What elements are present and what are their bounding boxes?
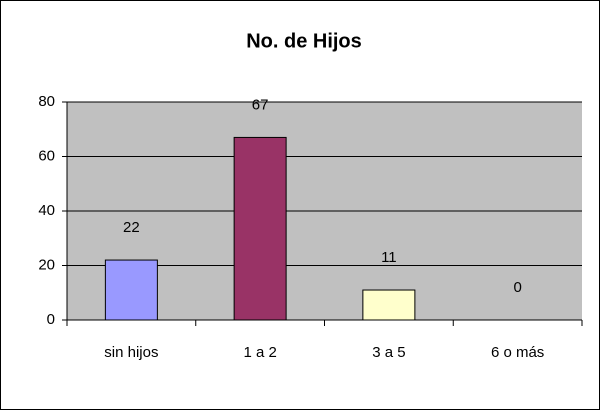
x-tick-label: 6 o más [491, 344, 544, 361]
data-label: 67 [252, 96, 269, 113]
data-label: 0 [513, 279, 521, 296]
y-tick-label: 80 [38, 93, 55, 110]
chart-title: No. de Hijos [246, 30, 362, 52]
x-tick-label: 3 a 5 [372, 344, 405, 361]
x-tick-label: 1 a 2 [243, 344, 276, 361]
bar [104, 259, 158, 321]
y-tick-label: 40 [38, 202, 55, 219]
x-tick-label: sin hijos [104, 344, 158, 361]
y-tick-label: 0 [47, 311, 55, 328]
y-tick-label: 60 [38, 147, 55, 164]
bar [233, 136, 287, 321]
y-tick-label: 20 [38, 256, 55, 273]
data-label: 11 [381, 249, 397, 266]
bar [362, 289, 416, 321]
data-label: 22 [123, 219, 140, 236]
